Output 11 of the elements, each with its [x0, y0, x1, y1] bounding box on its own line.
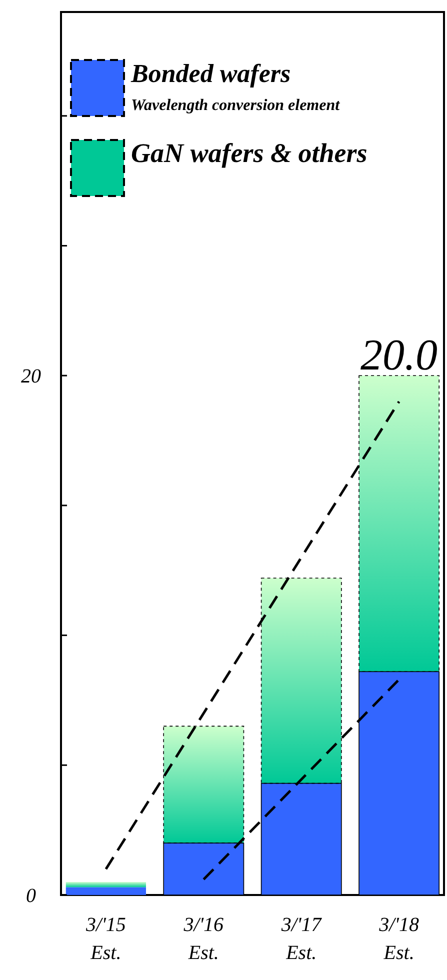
y-tick-label: 0: [26, 885, 36, 907]
x-tick-label: 3/'17 Est.: [280, 914, 322, 964]
bar: [66, 887, 146, 895]
x-tick-label: 3/'15 Est.: [85, 914, 126, 964]
total-label: 20.0: [360, 330, 438, 380]
x-tick-label: 3/'18 Est.: [378, 914, 419, 964]
bar: [66, 882, 146, 888]
x-tick-label: 3/'16 Est.: [182, 914, 224, 964]
y-tick-label: 20: [21, 366, 41, 388]
legend-label: GaN wafers & others: [131, 138, 368, 168]
legend-label: Bonded wafers Wavelength conversion element: [130, 59, 340, 114]
